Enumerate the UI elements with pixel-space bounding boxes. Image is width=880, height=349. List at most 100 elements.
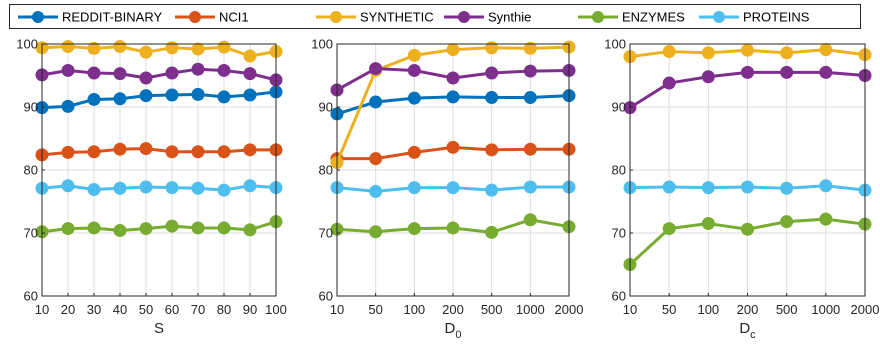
x-tick-label: 2000 bbox=[555, 302, 584, 317]
data-point bbox=[243, 143, 257, 157]
data-point bbox=[87, 41, 101, 55]
data-point bbox=[662, 222, 676, 236]
data-point bbox=[191, 62, 205, 76]
legend-entry: Synthie bbox=[444, 10, 531, 25]
x-tick-label: 10 bbox=[330, 302, 344, 317]
legend-entry: NCI1 bbox=[175, 10, 249, 25]
x-tick-label: 500 bbox=[776, 302, 798, 317]
legend-entry: PROTEINS bbox=[699, 10, 810, 25]
data-point bbox=[87, 145, 101, 159]
data-point bbox=[523, 41, 537, 55]
data-point bbox=[61, 179, 75, 193]
data-point bbox=[87, 66, 101, 80]
y-tick-label: 60 bbox=[612, 289, 626, 304]
data-point bbox=[523, 180, 537, 194]
x-tick-label: 200 bbox=[737, 302, 759, 317]
data-point bbox=[61, 145, 75, 159]
legend-marker bbox=[458, 11, 470, 23]
x-axis-label: S bbox=[154, 320, 164, 337]
x-tick-label: 20 bbox=[61, 302, 75, 317]
data-point bbox=[819, 179, 833, 193]
data-point bbox=[741, 222, 754, 236]
data-point bbox=[217, 40, 231, 54]
legend-marker bbox=[189, 11, 201, 23]
data-point bbox=[87, 183, 101, 197]
data-point bbox=[113, 67, 127, 81]
data-point bbox=[407, 222, 421, 236]
data-point bbox=[243, 223, 257, 237]
data-point bbox=[446, 43, 460, 57]
data-point bbox=[485, 143, 499, 157]
legend-label: ENZYMES bbox=[622, 10, 685, 25]
data-point bbox=[369, 62, 383, 76]
data-point bbox=[662, 76, 676, 90]
subplot-dc: 60 70 80 90 100 10 50 100 200 500 1000 2000 Dc bbox=[604, 37, 879, 342]
x-axis-label-main: S bbox=[154, 320, 164, 337]
data-point bbox=[113, 40, 127, 54]
y-tick-label: 100 bbox=[16, 37, 38, 52]
series bbox=[330, 89, 576, 121]
x-tick-label: 30 bbox=[87, 302, 101, 317]
y-tick-label: 70 bbox=[612, 226, 626, 241]
x-tick-label: 40 bbox=[113, 302, 127, 317]
data-point bbox=[369, 184, 383, 198]
series bbox=[330, 62, 576, 97]
x-tick-label: 50 bbox=[139, 302, 153, 317]
data-point bbox=[407, 63, 421, 77]
data-point bbox=[741, 43, 754, 57]
data-point bbox=[165, 66, 179, 80]
data-point bbox=[819, 43, 833, 57]
data-point bbox=[243, 67, 257, 81]
data-point bbox=[701, 181, 715, 195]
series bbox=[35, 179, 283, 197]
y-tick-label: 100 bbox=[311, 37, 333, 52]
x-tick-label: 10 bbox=[623, 302, 637, 317]
data-point bbox=[446, 90, 460, 104]
data-point bbox=[139, 142, 153, 156]
data-point bbox=[191, 87, 205, 101]
data-point bbox=[662, 180, 676, 194]
y-tick-label: 70 bbox=[319, 226, 333, 241]
x-tick-label: 90 bbox=[243, 302, 257, 317]
y-tick-label: 90 bbox=[24, 100, 38, 115]
data-point bbox=[485, 183, 499, 197]
data-point bbox=[165, 145, 179, 159]
x-axis-label: Dc bbox=[739, 320, 756, 341]
x-tick-label: 100 bbox=[697, 302, 719, 317]
legend-entry: ENZYMES bbox=[578, 10, 685, 25]
data-point bbox=[446, 221, 460, 235]
data-point bbox=[165, 181, 179, 195]
legend-label: NCI1 bbox=[219, 10, 249, 25]
data-point bbox=[780, 46, 794, 60]
data-point bbox=[243, 49, 257, 63]
legend-label: REDDIT-BINARY bbox=[62, 10, 162, 25]
data-point bbox=[662, 45, 676, 59]
data-point bbox=[61, 99, 75, 113]
data-point bbox=[446, 71, 460, 85]
data-point bbox=[780, 181, 794, 195]
data-point bbox=[113, 223, 127, 237]
series-line bbox=[41, 45, 277, 58]
subplot-s: 60 70 80 90 100 10 20 30 40 50 60 70 80 90 100 S bbox=[16, 37, 287, 338]
data-point bbox=[523, 91, 537, 105]
series-line bbox=[41, 220, 277, 234]
legend-marker bbox=[32, 11, 44, 23]
legend-label: Synthie bbox=[488, 10, 531, 25]
x-tick-label: 100 bbox=[403, 302, 425, 317]
x-axis-label-subscript: 0 bbox=[455, 329, 461, 341]
data-point bbox=[217, 63, 231, 77]
y-tick-label: 70 bbox=[24, 226, 38, 241]
data-point bbox=[217, 90, 231, 104]
data-point bbox=[369, 152, 383, 166]
data-point bbox=[217, 183, 231, 197]
data-point bbox=[87, 92, 101, 106]
data-point bbox=[113, 92, 127, 106]
x-tick-label: 500 bbox=[481, 302, 503, 317]
series bbox=[35, 40, 283, 63]
legend-entry: SYNTHETIC bbox=[316, 10, 434, 25]
data-point bbox=[217, 221, 231, 235]
data-point bbox=[243, 179, 257, 193]
x-tick-label: 80 bbox=[217, 302, 231, 317]
data-point bbox=[523, 213, 537, 227]
